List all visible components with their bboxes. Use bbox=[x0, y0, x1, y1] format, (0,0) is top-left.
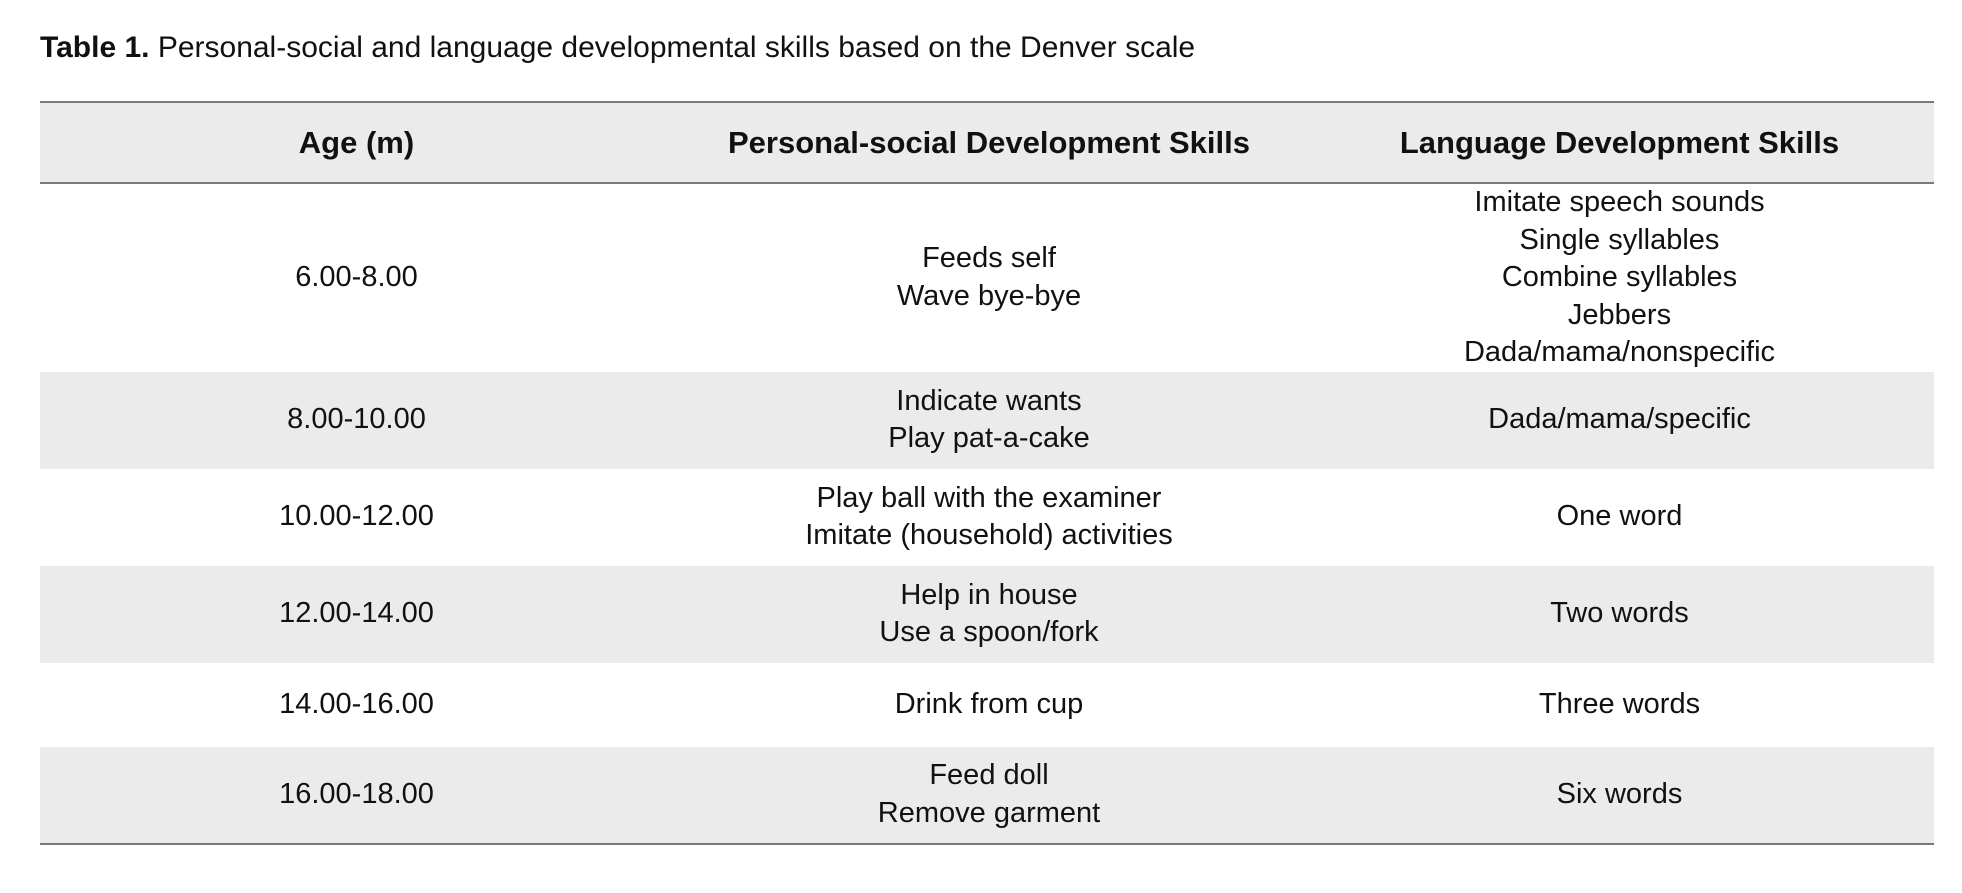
language-cell: Dada/mama/specific bbox=[1305, 372, 1934, 469]
personal-social-skill: Indicate wants bbox=[896, 384, 1082, 417]
table-caption: Table 1. Personal-social and language de… bbox=[40, 28, 1195, 68]
age-cell: 12.00-14.00 bbox=[279, 597, 434, 630]
language-skill: One word bbox=[1556, 500, 1683, 533]
table-row: 16.00-18.00 Feed doll Remove garment Six… bbox=[40, 746, 1934, 845]
language-skill: Three words bbox=[1538, 687, 1701, 720]
column-header-language: Language Development Skills bbox=[1305, 101, 1934, 184]
table-caption-text: Personal-social and language development… bbox=[149, 31, 1196, 64]
language-cell: Three words bbox=[1305, 663, 1934, 747]
language-skill: Dada/mama/nonspecific bbox=[1463, 336, 1776, 368]
personal-social-skill: Feed doll bbox=[929, 759, 1049, 791]
personal-social-skill: Use a spoon/fork bbox=[879, 616, 1099, 648]
personal-social-cell: Indicate wants Play pat-a-cake bbox=[673, 372, 1305, 469]
table-row: 10.00-12.00 Play ball with the examiner … bbox=[40, 469, 1934, 566]
personal-social-skill: Feeds self bbox=[922, 242, 1056, 275]
personal-social-skill: Imitate (household) activities bbox=[805, 519, 1173, 551]
language-skill: Jebbers bbox=[1567, 298, 1672, 331]
language-skill: Imitate speech sounds bbox=[1474, 186, 1765, 218]
personal-social-skill: Drink from cup bbox=[894, 687, 1084, 720]
language-cell: One word bbox=[1305, 469, 1934, 566]
personal-social-skill: Help in house bbox=[900, 578, 1078, 611]
personal-social-skill: Play ball with the examiner bbox=[816, 481, 1162, 514]
personal-social-skill: Play pat-a-cake bbox=[888, 422, 1090, 454]
language-cell: Imitate speech sounds Single syllables C… bbox=[1305, 183, 1934, 372]
table-row: 12.00-14.00 Help in house Use a spoon/fo… bbox=[40, 565, 1934, 663]
language-cell: Six words bbox=[1305, 746, 1934, 845]
personal-social-cell: Feeds self Wave bye-bye bbox=[673, 183, 1305, 372]
age-cell: 8.00-10.00 bbox=[287, 403, 426, 436]
column-header-personal-social: Personal-social Development Skills bbox=[673, 101, 1305, 184]
language-skill: Six words bbox=[1556, 777, 1683, 810]
table-row: 14.00-16.00 Drink from cup Three words bbox=[40, 663, 1934, 747]
personal-social-cell: Drink from cup bbox=[673, 663, 1305, 747]
age-cell: 14.00-16.00 bbox=[279, 687, 434, 720]
table-body: 6.00-8.00 Feeds self Wave bye-bye Imitat… bbox=[40, 183, 1934, 845]
language-skill: Single syllables bbox=[1519, 223, 1720, 256]
age-cell: 10.00-12.00 bbox=[279, 500, 434, 533]
language-skill: Dada/mama/specific bbox=[1488, 403, 1751, 436]
table-header-row: Age (m) Personal-social Development Skil… bbox=[40, 101, 1934, 184]
language-skill: Combine syllables bbox=[1501, 261, 1738, 293]
table-row: 8.00-10.00 Indicate wants Play pat-a-cak… bbox=[40, 371, 1934, 469]
personal-social-skill: Wave bye-bye bbox=[896, 279, 1082, 312]
language-cell: Two words bbox=[1305, 566, 1934, 663]
table-header: Age (m) Personal-social Development Skil… bbox=[40, 101, 1934, 184]
personal-social-cell: Feed doll Remove garment bbox=[673, 746, 1305, 845]
age-cell: 16.00-18.00 bbox=[40, 746, 673, 845]
personal-social-skill: Remove garment bbox=[877, 796, 1101, 829]
denver-skills-table: Age (m) Personal-social Development Skil… bbox=[40, 101, 1934, 845]
language-skill: Two words bbox=[1550, 597, 1689, 630]
column-header-age: Age (m) bbox=[40, 101, 673, 184]
table-caption-label: Table 1. bbox=[40, 31, 150, 64]
table-row: 6.00-8.00 Feeds self Wave bye-bye Imitat… bbox=[40, 183, 1934, 372]
personal-social-cell: Play ball with the examiner Imitate (hou… bbox=[673, 469, 1305, 566]
age-cell: 6.00-8.00 bbox=[295, 261, 418, 293]
personal-social-cell: Help in house Use a spoon/fork bbox=[673, 566, 1305, 663]
